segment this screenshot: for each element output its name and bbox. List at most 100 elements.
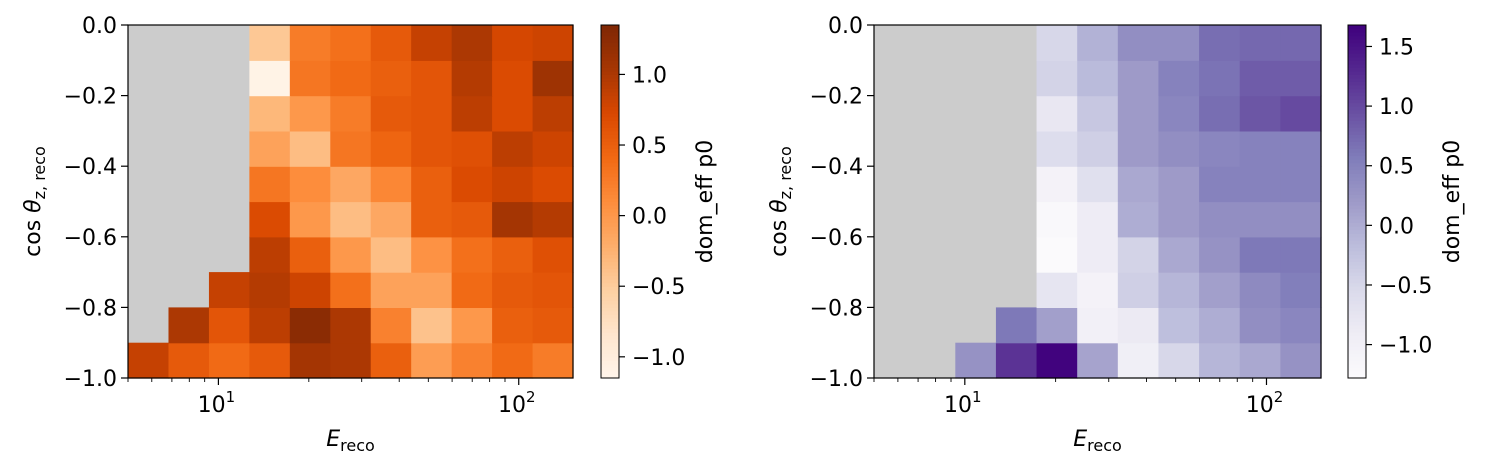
colorbar-step <box>1348 56 1366 61</box>
heatmap-cell <box>1117 342 1160 379</box>
heatmap-cell <box>492 166 534 203</box>
plot-frame <box>127 24 574 379</box>
heatmap-cell <box>532 236 574 273</box>
heatmap-cell <box>289 166 331 203</box>
heatmap-cell <box>1239 201 1281 238</box>
colorbar-step <box>1348 286 1366 291</box>
heatmap-cell <box>330 236 372 273</box>
colorbar-step <box>601 137 619 142</box>
colorbar-step <box>601 332 619 337</box>
heatmap-cell <box>1117 272 1160 308</box>
heatmap-cell <box>492 272 534 308</box>
colorbar-label: dom_eff p0 <box>693 140 718 264</box>
colorbar-step <box>1348 169 1366 174</box>
heatmap-cell <box>1077 166 1119 203</box>
heatmap-cell <box>1036 25 1078 61</box>
colorbar-step <box>601 265 619 270</box>
colorbar-step <box>1348 183 1366 188</box>
heatmap-cell <box>955 342 997 379</box>
colorbar-step <box>601 272 619 277</box>
heatmap-cell <box>411 60 453 97</box>
heatmap-cell <box>1036 307 1078 344</box>
colorbar-step <box>601 374 619 379</box>
colorbar-step <box>1348 63 1366 68</box>
colorbar-step <box>601 289 619 294</box>
heatmap-cell <box>330 166 372 203</box>
colorbar-step <box>601 268 619 273</box>
colorbar-tick-label: −1.0 <box>1379 334 1432 359</box>
colorbar-step <box>601 141 619 146</box>
heatmap-cell <box>370 166 412 203</box>
heatmap-cell <box>411 307 453 344</box>
colorbar-step <box>601 56 619 61</box>
x-tick-label: 102 <box>498 388 536 418</box>
colorbar-step <box>601 49 619 54</box>
colorbar-step <box>1348 335 1366 340</box>
colorbar-step <box>601 257 619 263</box>
heatmap-cell <box>532 307 574 344</box>
y-tick-label: −0.6 <box>810 226 863 251</box>
x-axis-label: Ereco <box>326 427 375 455</box>
heatmap-cell <box>1117 166 1160 203</box>
heatmap-cell <box>1199 25 1241 61</box>
heatmap-cell <box>1077 201 1119 238</box>
heatmap-cell <box>532 201 574 238</box>
colorbar-step <box>1348 254 1366 259</box>
colorbar-step <box>601 120 619 125</box>
heatmap-cell <box>1077 60 1119 97</box>
heatmap-cell <box>1280 272 1322 308</box>
colorbar-step <box>1348 303 1366 308</box>
colorbar-step <box>1348 247 1366 252</box>
colorbar-tick-label: 0.5 <box>1379 155 1414 180</box>
heatmap-cell <box>451 130 493 167</box>
heatmap-cell <box>1280 95 1322 132</box>
heatmap-cell <box>330 201 372 238</box>
heatmap-cell <box>1117 236 1160 273</box>
colorbar-step <box>601 123 619 128</box>
colorbar-step <box>601 95 619 100</box>
heatmap-cell <box>1158 60 1200 97</box>
colorbar-step <box>601 342 619 347</box>
heatmap-cell <box>330 307 372 344</box>
colorbar-step <box>1348 123 1366 128</box>
colorbar-label: dom_eff p0 <box>1440 140 1465 264</box>
colorbar-step <box>1348 222 1366 227</box>
y-tick-label: −0.8 <box>64 296 117 321</box>
heatmap-cell <box>370 25 412 61</box>
colorbar-step <box>601 25 619 30</box>
colorbar-step <box>1348 134 1366 139</box>
colorbar-step <box>601 106 619 111</box>
colorbar-step <box>1348 205 1366 210</box>
colorbar-step <box>1348 370 1366 375</box>
heatmap-cell <box>1239 166 1281 203</box>
heatmap-cell <box>1239 236 1281 273</box>
colorbar-step <box>1348 35 1366 40</box>
heatmap-cell <box>208 307 250 344</box>
heatmap-cell <box>1280 342 1322 379</box>
heatmap-cell <box>492 307 534 344</box>
colorbar-step <box>601 32 619 37</box>
colorbar-step <box>601 180 619 185</box>
heatmap-cell <box>1036 166 1078 203</box>
colorbar-step <box>1348 113 1366 118</box>
colorbar-step <box>1348 229 1366 234</box>
heatmap-cell <box>1158 25 1200 61</box>
colorbar-step <box>601 346 619 351</box>
colorbar-step <box>1348 332 1366 337</box>
heatmap-cell <box>1158 342 1200 379</box>
heatmap-cell <box>370 60 412 97</box>
heatmap-cell <box>249 342 291 379</box>
plot-frame <box>873 24 1322 379</box>
heatmap-cell <box>249 307 291 344</box>
colorbar-step <box>601 155 619 160</box>
heatmap-cell <box>492 60 534 97</box>
colorbar-tick-label: 1.0 <box>1379 95 1414 120</box>
colorbar-step <box>601 28 619 33</box>
heatmap-cell <box>249 236 291 273</box>
colorbar-step <box>1348 314 1366 319</box>
colorbar-tick-label: 0.5 <box>632 134 667 159</box>
heatmap-cell <box>330 272 372 308</box>
heatmap-cell <box>289 272 331 308</box>
colorbar-step <box>1348 99 1366 104</box>
heatmap-cell <box>1117 60 1160 97</box>
